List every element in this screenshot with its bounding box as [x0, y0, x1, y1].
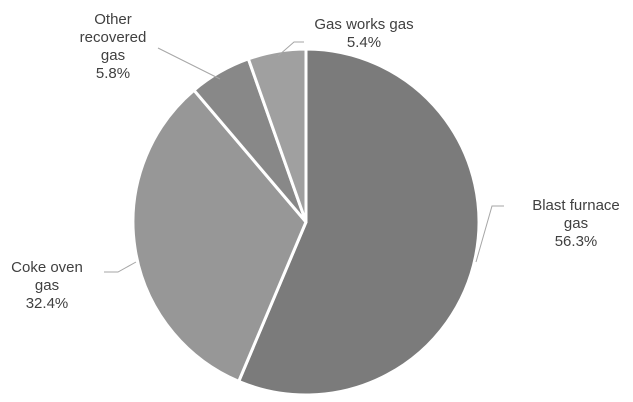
slice-value-label: 32.4% [26, 295, 69, 312]
slice-category-label: Other [94, 11, 132, 28]
slice-category-label: gas [564, 215, 588, 232]
slice-value-label: 5.4% [347, 34, 381, 51]
slice-category-label: Coke oven [11, 259, 83, 276]
data-label-gas-works-gas: Gas works gas 5.4% [314, 16, 413, 51]
leader-line-coke-oven-gas [104, 262, 136, 272]
slices-layer [133, 49, 479, 395]
slice-value-label: 5.8% [96, 65, 130, 82]
leader-line-other-recovered-gas [158, 48, 220, 79]
slice-category-label: gas [101, 47, 125, 64]
data-label-blast-furnace-gas: Blast furnace gas 56.3% [532, 197, 620, 250]
data-label-coke-oven-gas: Coke oven gas 32.4% [11, 259, 83, 312]
slice-category-label: Gas works gas [314, 16, 413, 33]
slice-category-label: gas [35, 277, 59, 294]
slice-category-label: Blast furnace [532, 197, 620, 214]
data-label-other-recovered-gas: Other recovered gas 5.8% [80, 11, 147, 82]
slice-category-label: recovered [80, 29, 147, 46]
slice-value-label: 56.3% [555, 233, 598, 250]
